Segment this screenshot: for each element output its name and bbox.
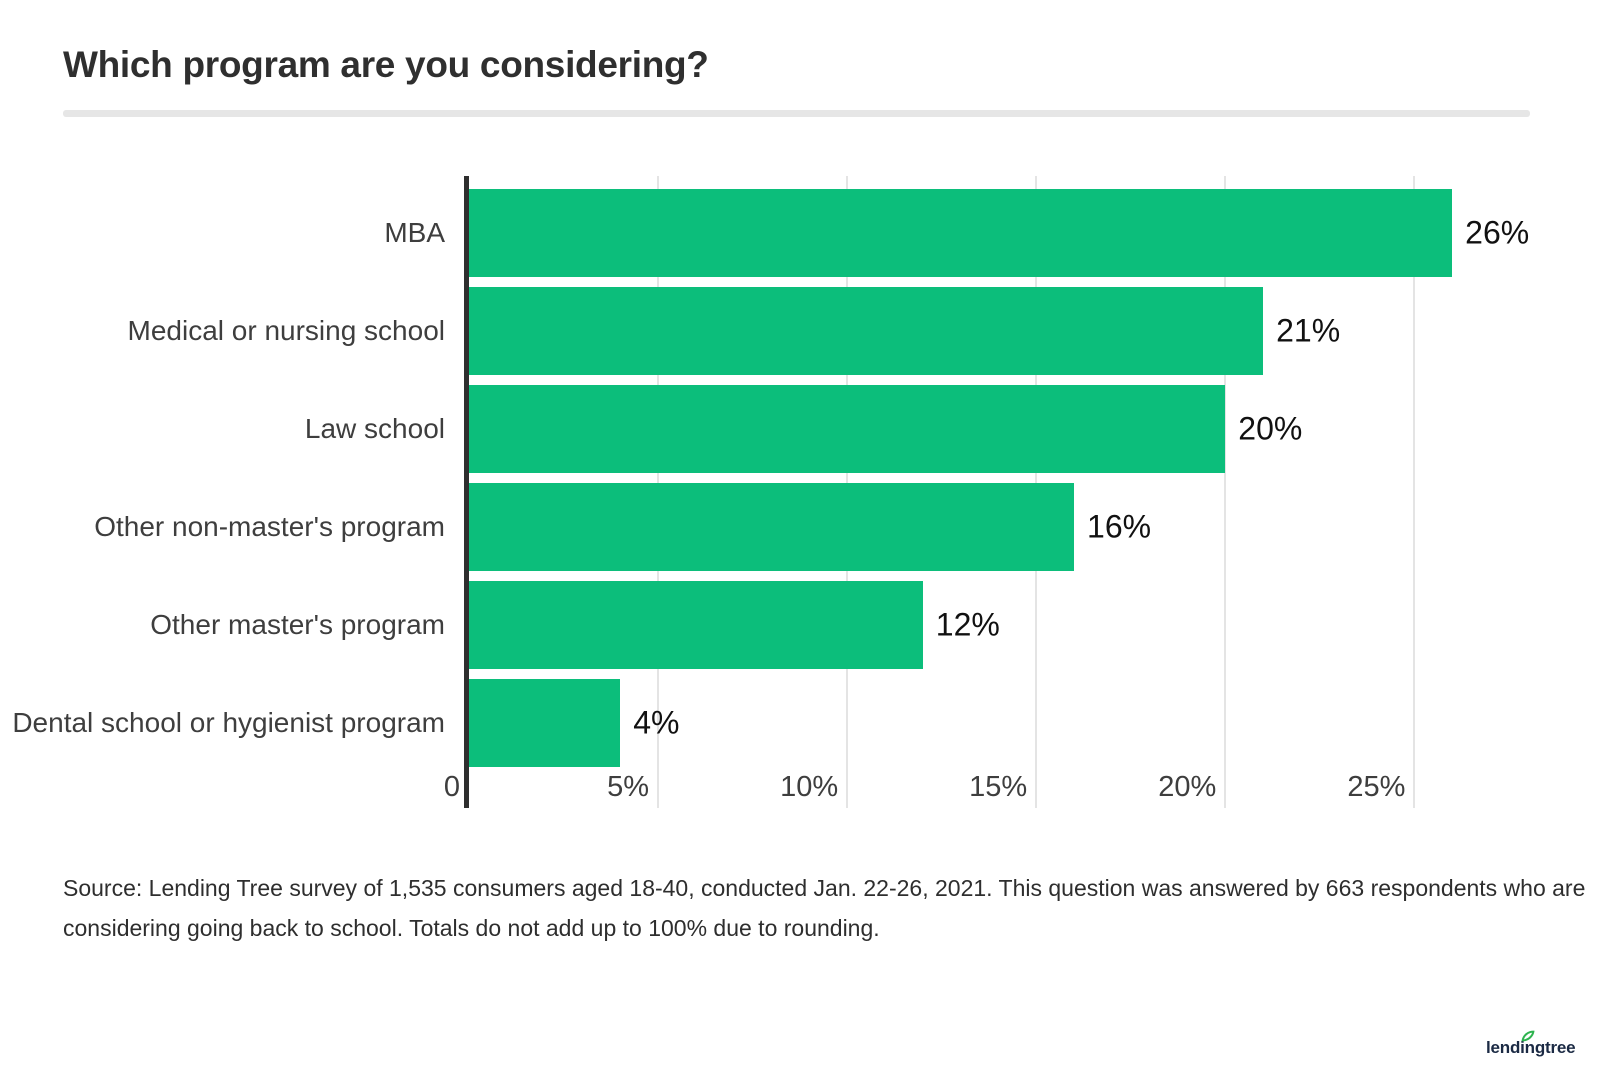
category-label: MBA — [384, 217, 445, 248]
x-tick-label: 10% — [780, 770, 839, 803]
category-row: Other non-master's program — [0, 483, 445, 571]
x-tick-label: 5% — [607, 770, 650, 803]
bar-row: 21% — [469, 287, 1490, 375]
category-label: Other master's program — [150, 609, 445, 640]
x-tick-label: 15% — [969, 770, 1028, 803]
bar-row: 16% — [469, 483, 1490, 571]
bar — [469, 679, 621, 767]
category-label: Law school — [304, 413, 445, 444]
logo-text: lendingtree — [1486, 1038, 1576, 1057]
value-label: 21% — [1276, 312, 1341, 349]
x-tick-label: 0 — [443, 770, 460, 803]
category-label: Medical or nursing school — [127, 315, 446, 346]
value-label: 12% — [935, 606, 1000, 643]
gridline — [1413, 176, 1416, 808]
category-label: Other non-master's program — [94, 511, 445, 542]
chart-title: Which program are you considering? — [63, 44, 709, 85]
bar-row: 4% — [469, 679, 1490, 767]
x-tick-label: 20% — [1158, 770, 1217, 803]
y-axis-line — [464, 176, 469, 808]
bar — [469, 581, 923, 669]
bar-row: 12% — [469, 581, 1490, 669]
category-row: Other master's program — [0, 581, 445, 669]
bar-row: 26% — [469, 189, 1529, 277]
value-label: 4% — [633, 704, 680, 741]
category-column: MBA Medical or nursing school Law school Ot… — [0, 189, 445, 777]
source-line-2: considering going back to school. Totals… — [63, 915, 880, 941]
bar-column: 26% 21% 20% 16% 12% 4% — [469, 189, 1529, 777]
lendingtree-logo: lendingtree — [1486, 1029, 1576, 1058]
category-row: Dental school or hygienist program — [0, 679, 445, 767]
value-label: 16% — [1087, 508, 1152, 545]
source-line-1: Source: Lending Tree survey of 1,535 con… — [63, 875, 1586, 901]
bar — [469, 287, 1264, 375]
source-note: Source: Lending Tree survey of 1,535 con… — [63, 868, 1586, 948]
x-tick-label: 25% — [1347, 770, 1406, 803]
value-label: 20% — [1238, 410, 1303, 447]
category-row: Medical or nursing school — [0, 287, 446, 375]
bar — [469, 385, 1226, 473]
gridline — [1224, 176, 1227, 808]
bar — [469, 483, 1075, 571]
category-row: MBA — [0, 189, 445, 277]
category-label: Dental school or hygienist program — [12, 707, 445, 738]
category-row: Law school — [0, 385, 445, 473]
title-divider — [63, 110, 1530, 117]
value-label: 26% — [1465, 214, 1530, 251]
bar-row: 20% — [469, 385, 1490, 473]
bar — [469, 189, 1453, 277]
